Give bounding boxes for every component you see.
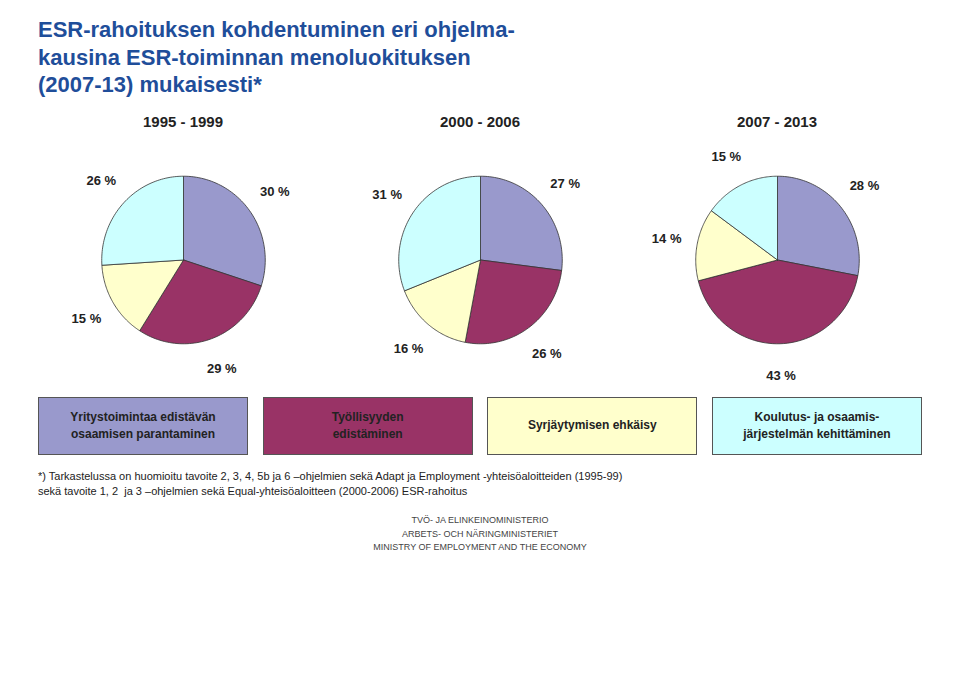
svg-text:26 %: 26 % — [532, 345, 562, 360]
svg-text:26 %: 26 % — [86, 173, 116, 188]
html-text:Työllisyyden edistäminen: Työllisyyden edistäminen — [331, 410, 404, 441]
svg-text:29 %: 29 % — [207, 360, 237, 375]
html-text:ESR-rahoituksen kohdentuminen: ESR-rahoituksen kohdentuminen eri ohjelm… — [38, 17, 515, 42]
html-text:kausina ESR-toiminnan menoluok: kausina ESR-toiminnan menoluokituksen — [38, 44, 471, 70]
html-text:Syrjäytymisen ehkäisy: Syrjäytymisen ehkäisy — [527, 418, 657, 433]
html-text:2007 - 2013: 2007 - 2013 — [737, 112, 817, 130]
html-text:*) Tarkastelussa on huomioitu: *) Tarkastelussa on huomioitu tavoite 2,… — [38, 469, 623, 482]
svg-text:28 %: 28 % — [850, 178, 880, 193]
html-text:sekä tavoite 1, 2 ja 3 –ohjelm: sekä tavoite 1, 2 ja 3 –ohjelmien sekä E… — [38, 485, 468, 498]
html-text:TVÖ- JA ELINKEINOMINISTERIO AR: TVÖ- JA ELINKEINOMINISTERIO ARBETS- OCH … — [373, 515, 587, 553]
html-text:Koulutus- ja osaamis- järjeste: Koulutus- ja osaamis- järjestelmän kehit… — [743, 410, 891, 441]
svg-text:15 %: 15 % — [711, 149, 741, 164]
svg-text:27 %: 27 % — [550, 175, 580, 190]
svg-text:31 %: 31 % — [372, 187, 402, 202]
svg-text:30 %: 30 % — [260, 184, 290, 199]
html-text:Yritystoimintaa edistävän osaa: Yritystoimintaa edistävän osaamisen para… — [70, 410, 216, 441]
svg-text:14 %: 14 % — [652, 230, 682, 245]
html-text:(2007-13) mukaisesti*: (2007-13) mukaisesti* — [38, 72, 262, 97]
svg-text:16 %: 16 % — [394, 341, 424, 356]
html-text:2000 - 2006: 2000 - 2006 — [440, 112, 520, 130]
html-text:1995 - 1999: 1995 - 1999 — [143, 112, 223, 130]
svg-text:43 %: 43 % — [766, 367, 796, 382]
svg-text:15 %: 15 % — [72, 311, 102, 326]
